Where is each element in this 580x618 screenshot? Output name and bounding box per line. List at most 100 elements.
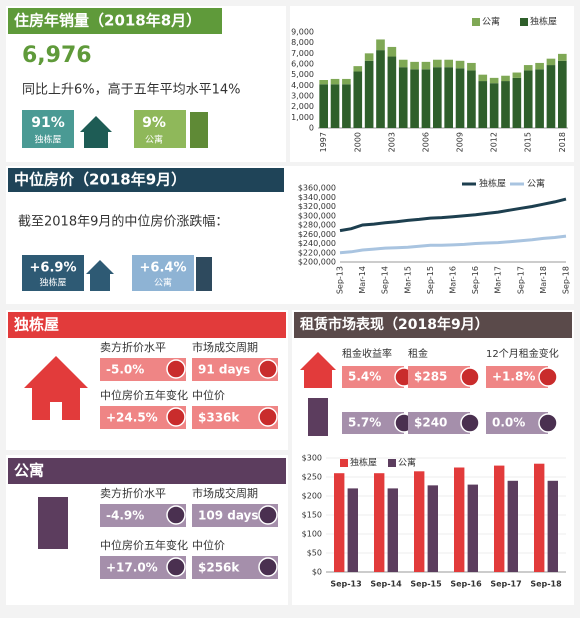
bar — [467, 484, 478, 572]
stat-box — [192, 556, 278, 579]
rental-icon — [460, 413, 480, 433]
bar — [444, 59, 453, 68]
house-icon — [300, 352, 336, 388]
y-tick-label: 8,000 — [291, 38, 314, 47]
legend-swatch — [388, 459, 396, 467]
bar — [512, 77, 522, 128]
bar — [523, 65, 533, 71]
bar — [353, 71, 363, 128]
x-tick-label: Sep-14 — [370, 580, 402, 589]
bar — [507, 480, 518, 572]
bar — [353, 66, 363, 72]
y-tick-label: $300 — [302, 454, 322, 463]
stat-label: 中位价 — [192, 538, 225, 552]
box — [132, 255, 194, 291]
bar — [535, 69, 544, 128]
apartment-icon — [196, 257, 212, 291]
stat-box — [192, 358, 278, 381]
bar — [501, 81, 510, 128]
rental-box — [342, 412, 404, 434]
stat-box — [192, 406, 278, 429]
y-tick-label: $360,000 — [298, 184, 336, 193]
y-tick-label: 4,000 — [291, 81, 314, 90]
bar — [342, 84, 351, 128]
big-number: 6,976 — [22, 43, 92, 68]
x-tick-label: Sep-18 — [530, 580, 562, 589]
stat-value: 91 days — [198, 363, 250, 377]
x-tick-label: Sep-13 — [330, 580, 361, 589]
bar — [433, 59, 442, 68]
stat-icon — [258, 505, 278, 525]
stat-box — [100, 406, 186, 429]
stat-value: -5.0% — [106, 363, 144, 377]
bar — [347, 488, 358, 572]
rental-value: +1.8% — [492, 370, 535, 384]
stat-icon — [258, 359, 278, 379]
bar — [376, 50, 385, 129]
box — [22, 255, 84, 291]
column-label: 租金收益率 — [342, 347, 392, 360]
banner — [8, 458, 286, 484]
change: +6.9% — [30, 261, 77, 276]
share-label: 独栋屋 — [34, 134, 61, 146]
stat-icon — [166, 505, 186, 525]
rental-value: $240 — [414, 416, 447, 430]
bar — [547, 480, 558, 572]
rental-icon — [538, 413, 558, 433]
house-icon — [86, 260, 114, 291]
bar — [414, 471, 425, 572]
change: +6.4% — [140, 261, 187, 276]
stat-icon — [166, 359, 186, 379]
rental-value: 0.0% — [492, 416, 525, 430]
y-tick-label: $0 — [312, 568, 322, 577]
bar — [558, 60, 567, 128]
line — [339, 234, 567, 255]
x-tick-label: Sep-17 — [516, 266, 525, 294]
bar — [398, 67, 408, 128]
bar — [330, 78, 340, 85]
y-tick-label: $280,000 — [298, 221, 336, 230]
y-tick-label: $100 — [302, 530, 322, 539]
y-tick-label: 5,000 — [291, 70, 314, 79]
legend-swatch — [340, 459, 348, 467]
stat-value: +24.5% — [106, 411, 158, 425]
bar — [319, 80, 328, 85]
x-tick-label: 2009 — [456, 132, 465, 152]
stat-icon — [258, 557, 278, 577]
legend-label: 独栋屋 — [479, 178, 506, 190]
x-tick-label: Sep-15 — [410, 580, 442, 589]
rental-box — [408, 412, 470, 434]
y-tick-label: $50 — [307, 549, 322, 558]
bar — [535, 62, 544, 70]
bar — [455, 68, 465, 128]
bar — [330, 84, 340, 128]
rental-box — [342, 366, 404, 388]
y-tick-label: $150 — [302, 511, 322, 520]
bar — [334, 473, 345, 572]
rental-value: 5.7% — [348, 416, 381, 430]
y-tick-label: 3,000 — [291, 92, 314, 101]
bar — [364, 60, 374, 128]
share: 91% — [31, 115, 65, 131]
banner — [8, 168, 284, 192]
stat-label: 市场成交周期 — [192, 340, 258, 354]
stat-icon — [166, 407, 186, 427]
bar — [494, 465, 505, 572]
y-tick-label: $250 — [302, 473, 322, 482]
y-tick-label: $220,000 — [298, 248, 336, 257]
y-tick-label: $320,000 — [298, 202, 336, 211]
bar — [489, 83, 499, 128]
bar — [427, 485, 438, 572]
y-tick-label: 0 — [309, 124, 314, 133]
banner — [294, 312, 572, 338]
legend-label: 公寓 — [398, 457, 416, 469]
section-title: 中位房价（2018年9月） — [14, 171, 186, 189]
stat-label: 中位房价五年变化 — [100, 388, 188, 402]
x-tick-label: Sep-14 — [381, 266, 390, 294]
bar — [558, 53, 567, 61]
legend-label: 独栋屋 — [530, 16, 557, 28]
bar — [512, 72, 522, 78]
bar — [376, 39, 385, 51]
x-tick-label: Sep-15 — [426, 266, 435, 294]
stat-label: 中位价 — [192, 388, 225, 402]
